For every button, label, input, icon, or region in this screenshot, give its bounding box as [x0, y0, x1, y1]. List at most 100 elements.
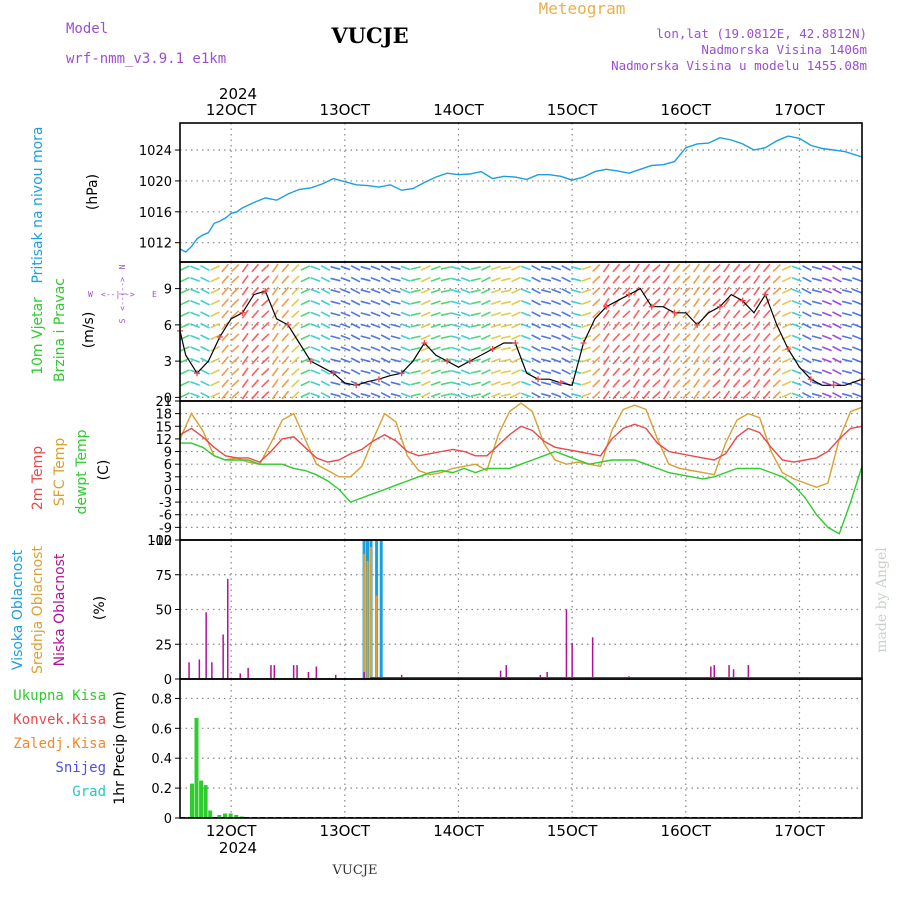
wind-arrow	[430, 381, 441, 386]
wind-arrow	[261, 379, 270, 388]
wind-arrow	[200, 391, 210, 399]
wind-arrow	[692, 332, 701, 342]
wind-arrow	[561, 345, 571, 352]
wind-arrow	[602, 367, 610, 377]
precip-bar	[190, 783, 194, 818]
wind-arrow	[251, 356, 260, 365]
temp-ylabel-2: SFC Temp	[52, 438, 68, 507]
wind-arrow	[772, 379, 781, 388]
cloud-bar	[239, 673, 241, 679]
wind-arrow	[330, 369, 341, 374]
wind-arrow	[612, 367, 621, 377]
wind-arrow	[521, 323, 531, 329]
wind-arrow	[390, 392, 401, 398]
wind-arrow	[300, 311, 311, 318]
wind-arrow	[521, 311, 531, 317]
wind-arrow	[490, 265, 501, 271]
wind-ylabel-1: 10m Vjetar	[30, 297, 46, 375]
wind-arrow	[310, 323, 321, 329]
wind-arrow	[230, 333, 240, 342]
wind-arrow	[772, 275, 781, 284]
wind-arrow	[320, 380, 331, 387]
wind-arrow	[180, 369, 190, 375]
wind-arrow	[592, 310, 601, 319]
wind-arrow	[521, 300, 531, 306]
wind-arrow	[762, 379, 771, 388]
wind-arrow	[430, 392, 441, 398]
wind-arrow	[712, 298, 721, 307]
wind-arrow	[340, 323, 351, 329]
wind-arrow	[470, 370, 481, 374]
wind-arrow	[723, 332, 731, 342]
wind-arrow	[200, 264, 210, 272]
y-tick-label: 0.6	[151, 722, 172, 737]
wind-arrow	[832, 368, 842, 375]
wind-arrow	[852, 277, 862, 283]
wind-arrow	[221, 332, 230, 342]
wind-arrow	[310, 334, 321, 340]
wind-arrow	[350, 391, 361, 399]
wind-arrow	[612, 309, 621, 319]
wind-arrow	[360, 381, 371, 386]
wind-barbs-field	[180, 263, 862, 400]
wind-arrow	[360, 289, 371, 294]
wind-arrow	[852, 288, 862, 294]
grid-layer: 10121016102010240369-12-9-6-303691215182…	[139, 123, 862, 827]
cloud-bar	[546, 672, 548, 679]
wind-arrow	[521, 277, 531, 283]
wind-arrow	[190, 392, 200, 398]
wind-arrow	[682, 379, 691, 388]
wind-arrow	[470, 300, 481, 305]
wind-arrow	[330, 381, 341, 386]
wind-arrow	[753, 263, 761, 273]
wind-arrow	[400, 369, 411, 375]
wind-arrow	[400, 334, 411, 340]
wind-arrow	[712, 379, 721, 388]
wind-arrow	[802, 345, 812, 352]
wind-arrow	[190, 323, 200, 329]
wind-arrow	[440, 300, 451, 305]
wind-arrow	[271, 332, 279, 342]
precip-bar	[234, 815, 239, 818]
wind-arrow	[330, 300, 341, 305]
wind-arrow	[540, 358, 552, 363]
wind-arrow	[511, 288, 521, 294]
cloud-bar	[571, 642, 573, 679]
wind-arrow	[852, 346, 862, 352]
wind-arrow	[340, 369, 351, 375]
wind-arrow	[592, 344, 601, 353]
wind-arrow	[723, 390, 731, 400]
wind-arrow	[753, 355, 761, 365]
wind-arrow	[350, 264, 361, 272]
wind-arrow	[672, 367, 681, 377]
wind-arrow	[430, 357, 441, 363]
wind-arrow	[821, 392, 832, 398]
wind-arrow	[551, 334, 562, 340]
wind-arrow	[320, 322, 331, 329]
time-label-top: 16OCT	[661, 101, 712, 119]
wind-arrow	[410, 323, 421, 328]
wind-speed-marker	[262, 288, 269, 295]
wind-arrow	[672, 286, 681, 296]
wind-arrow	[330, 335, 341, 340]
wind-arrow	[712, 287, 721, 296]
y-tick-label: 0	[164, 483, 172, 498]
wind-arrow	[551, 300, 562, 306]
wind-arrow	[320, 288, 331, 295]
wind-arrow	[622, 275, 631, 284]
precip-legend-item: Konvek.Kisa	[13, 712, 106, 728]
wind-arrow	[511, 380, 521, 387]
wind-arrow	[753, 378, 761, 389]
wind-arrow	[330, 346, 341, 351]
wind-arrow	[420, 380, 431, 387]
wind-arrow	[360, 277, 371, 282]
wind-arrow	[221, 263, 230, 273]
wind-speed-marker	[489, 346, 496, 353]
compass-arrow-v: <--|-->	[118, 277, 127, 311]
wind-arrow	[460, 334, 471, 340]
wind-arrow	[320, 311, 331, 318]
bottom-time-axis: 12OCT 13OCT 14OCT 15OCT 16OCT 17OCT	[206, 822, 826, 840]
wind-arrow	[811, 323, 822, 328]
wind-arrow	[350, 345, 361, 352]
wind-speed-marker	[444, 358, 451, 365]
